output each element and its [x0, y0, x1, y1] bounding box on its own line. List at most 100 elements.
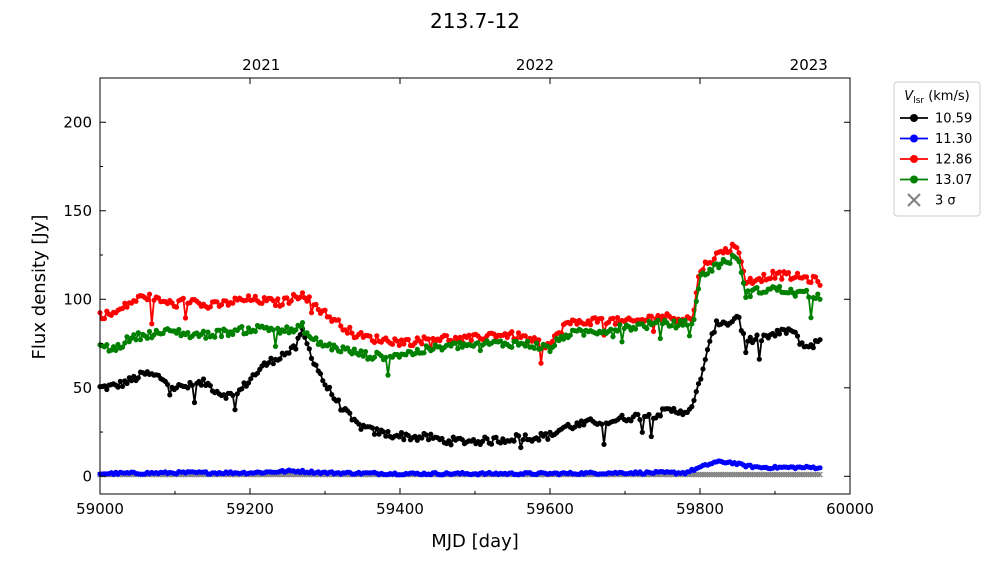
y-tick-label: 100 [63, 290, 92, 308]
data-point [149, 321, 155, 327]
data-point [581, 422, 587, 428]
data-point [794, 333, 801, 339]
data-point [113, 347, 119, 353]
sigma-marker [704, 471, 711, 478]
data-point [808, 315, 814, 321]
data-point [657, 335, 663, 342]
data-point [772, 333, 778, 339]
sigma-marker [702, 471, 709, 478]
data-point [439, 435, 445, 442]
series-13.07 [97, 252, 823, 378]
data-point [374, 333, 380, 339]
sigma-marker [691, 471, 697, 478]
data-point [248, 376, 254, 382]
data-point [497, 338, 504, 344]
data-point [738, 269, 744, 276]
data-point [711, 256, 717, 262]
data-point [304, 298, 310, 304]
data-point [515, 433, 522, 439]
data-point [191, 399, 198, 406]
sigma-marker [758, 471, 765, 478]
data-point [405, 336, 411, 343]
data-point [293, 327, 299, 333]
data-point [119, 383, 126, 389]
data-point [783, 330, 789, 336]
data-point [691, 316, 697, 323]
y-tick-label: 150 [63, 202, 92, 220]
data-point [369, 425, 375, 431]
data-point [650, 328, 657, 334]
data-point [700, 366, 706, 372]
data-point [200, 328, 207, 334]
data-point [119, 344, 126, 350]
data-point [675, 322, 681, 329]
data-point [313, 335, 319, 341]
data-point [358, 330, 364, 336]
data-point [691, 397, 697, 403]
data-point [380, 429, 387, 435]
data-point [488, 441, 495, 447]
data-point [457, 339, 463, 346]
x-tick-label: 59200 [226, 500, 274, 518]
data-point [212, 334, 218, 340]
data-point [270, 361, 276, 367]
data-point [518, 444, 524, 451]
data-point [452, 340, 459, 346]
data-point [239, 324, 245, 330]
data-point [713, 261, 720, 267]
data-point [754, 285, 760, 291]
sigma-marker [756, 471, 763, 478]
data-point [396, 342, 402, 348]
sigma-marker [724, 471, 731, 478]
data-point [736, 259, 742, 265]
data-point [592, 315, 598, 321]
data-point [367, 333, 373, 339]
data-point [133, 337, 139, 343]
data-point [259, 300, 265, 306]
data-point [509, 344, 515, 350]
data-point [371, 431, 378, 437]
data-point [252, 328, 258, 334]
y-tick-label: 200 [63, 113, 92, 131]
data-point [313, 301, 319, 308]
data-point [326, 314, 333, 320]
data-point [277, 356, 283, 362]
data-point [740, 280, 747, 286]
data-point [767, 275, 774, 281]
sigma-marker [700, 471, 706, 478]
data-point [180, 295, 186, 301]
data-point [347, 410, 353, 416]
legend-label: 11.30 [935, 132, 972, 147]
data-point [297, 323, 303, 329]
sigma-marker [722, 471, 729, 478]
data-point [628, 418, 634, 424]
y-tick-label: 0 [82, 467, 92, 485]
data-point [302, 334, 308, 340]
sigma-marker [738, 471, 745, 478]
data-point [155, 295, 162, 301]
data-point [536, 437, 542, 443]
data-point [608, 326, 614, 332]
data-point [275, 296, 281, 302]
data-point [378, 353, 384, 359]
data-point [758, 278, 765, 285]
data-point [693, 298, 699, 304]
data-point [135, 375, 141, 381]
data-point [279, 302, 285, 308]
data-point [419, 435, 425, 441]
data-point [299, 320, 306, 326]
data-point [122, 340, 128, 346]
data-point [779, 276, 785, 282]
data-point [182, 315, 189, 321]
data-point [792, 274, 798, 280]
data-point [131, 373, 137, 379]
data-point [360, 353, 366, 359]
data-point [754, 332, 760, 338]
data-point [614, 315, 621, 321]
data-point [718, 261, 724, 267]
sigma-marker [790, 471, 796, 478]
data-point [639, 429, 645, 435]
data-point [545, 343, 551, 349]
data-point [459, 437, 465, 443]
data-point [412, 433, 418, 439]
